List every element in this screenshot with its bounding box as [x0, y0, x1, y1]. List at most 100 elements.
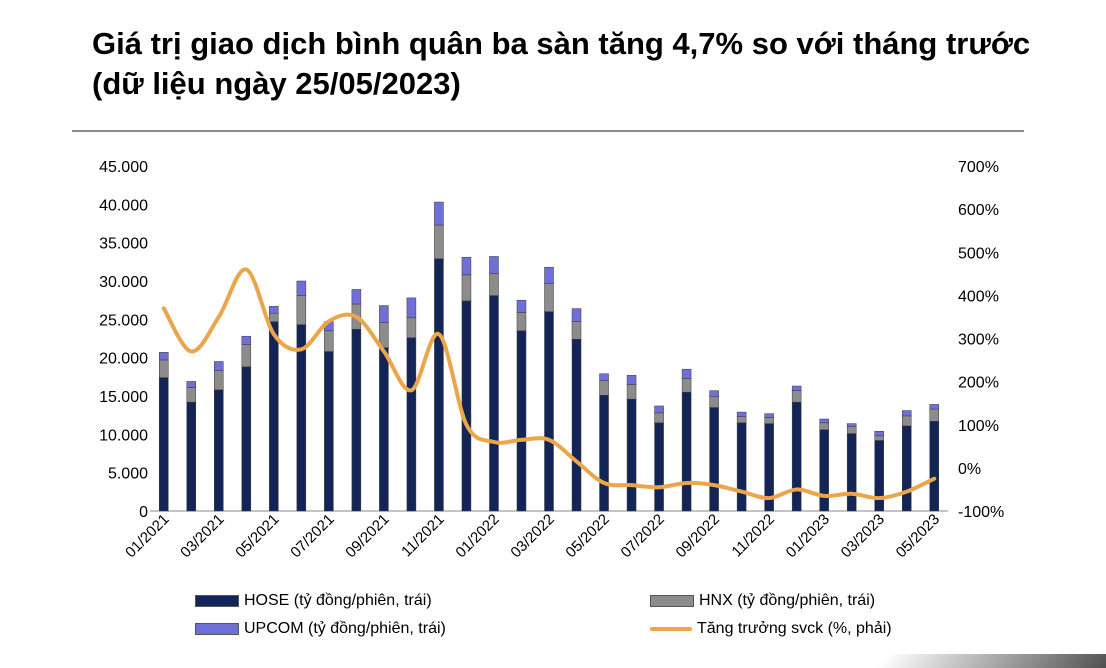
bar-hose — [571, 339, 582, 512]
bar-upcom — [296, 280, 307, 296]
x-tick-label: 09/2021 — [342, 511, 392, 561]
bar-upcom — [599, 373, 609, 381]
y-left-tick-label: 10.000 — [99, 427, 148, 444]
bar-hnx — [241, 344, 252, 368]
legend-item-hnx: HNX (tỷ đồng/phiên, trái) — [650, 591, 875, 611]
bar-hose — [324, 351, 334, 512]
y-right-tick-label: 400% — [958, 288, 999, 305]
bar-hnx — [186, 387, 197, 403]
legend-swatch-hose — [195, 595, 239, 607]
bar-hose — [296, 324, 307, 512]
bar-hose — [874, 440, 884, 512]
bar-hnx — [516, 312, 527, 332]
bar-hnx — [214, 370, 224, 391]
bar-upcom — [186, 381, 197, 388]
x-tick-label: 07/2022 — [618, 511, 668, 561]
bar-upcom — [351, 289, 362, 305]
bar-hnx — [819, 422, 829, 430]
bar-hnx — [709, 396, 719, 408]
bar-upcom — [709, 390, 719, 398]
bar-upcom — [681, 368, 692, 379]
bar-hose — [489, 295, 499, 512]
bar-upcom — [764, 413, 774, 418]
bar-hose — [736, 422, 747, 512]
bar-hnx — [269, 312, 279, 322]
bar-upcom — [379, 305, 389, 323]
bar-upcom — [846, 423, 857, 427]
bar-upcom — [544, 266, 554, 284]
bar-hose — [791, 401, 802, 512]
x-tick-label: 07/2021 — [287, 511, 337, 561]
bar-hose — [819, 429, 829, 512]
bar-upcom — [434, 201, 444, 226]
x-tick-label: 05/2023 — [893, 511, 943, 561]
y-left-tick-label: 30.000 — [99, 274, 148, 291]
bar-hnx — [544, 283, 554, 312]
bar-hnx — [791, 390, 802, 403]
x-tick-label: 09/2022 — [673, 511, 723, 561]
bar-hose — [929, 421, 939, 512]
legend-swatch-hnx — [650, 595, 694, 607]
bar-hose — [681, 391, 692, 512]
x-tick-label: 03/2022 — [507, 511, 557, 561]
growth-line — [161, 267, 937, 501]
y-right-tick-label: 200% — [958, 375, 999, 392]
bar-hose — [901, 425, 912, 512]
x-tick-label: 11/2021 — [398, 511, 448, 561]
y-left-tick-label: 20.000 — [99, 351, 148, 368]
y-right-tick-label: 100% — [958, 418, 999, 435]
bar-upcom — [159, 352, 169, 361]
bar-hnx — [626, 384, 637, 400]
bar-hnx — [434, 224, 444, 260]
y-right-tick-label: 600% — [958, 202, 999, 219]
bar-upcom — [489, 256, 499, 274]
bar-upcom — [736, 411, 747, 417]
bar-hnx — [846, 426, 857, 434]
bar-hnx — [736, 416, 747, 424]
bar-upcom — [516, 299, 527, 313]
title-divider — [72, 130, 1024, 132]
x-tick-label: 05/2021 — [232, 511, 282, 561]
legend-label-growth: Tăng trưởng svck (%, phải) — [697, 620, 892, 637]
chart-title: Giá trị giao dịch bình quân ba sàn tăng … — [92, 26, 1031, 101]
bar-hnx — [654, 412, 664, 424]
bar-hose — [544, 311, 554, 512]
bar-upcom — [654, 405, 664, 414]
y-left-tick-label: 0 — [139, 504, 148, 521]
x-tick-label: 03/2021 — [177, 511, 227, 561]
bar-hnx — [764, 417, 774, 424]
bar-upcom — [901, 410, 912, 417]
bar-upcom — [571, 308, 582, 322]
x-tick-label: 03/2023 — [838, 511, 888, 561]
bar-upcom — [819, 418, 829, 424]
y-left-tick-label: 25.000 — [99, 312, 148, 329]
bar-hnx — [159, 359, 169, 378]
x-tick-label: 11/2022 — [728, 511, 778, 561]
bar-hose — [516, 330, 527, 512]
y-left-tick-label: 15.000 — [99, 389, 148, 406]
x-tick-label: 01/2023 — [783, 511, 833, 561]
y-right-tick-label: 0% — [958, 461, 981, 478]
y-right-tick-label: 700% — [958, 159, 999, 176]
y-right-tick-label: -100% — [958, 504, 1004, 521]
bar-hose — [599, 394, 609, 512]
y-left-tick-label: 5.000 — [108, 466, 148, 483]
bar-hose — [241, 366, 252, 512]
y-left-tick-label: 40.000 — [99, 197, 148, 214]
legend-label-hose: HOSE (tỷ đồng/phiên, trái) — [244, 592, 432, 609]
bar-upcom — [461, 256, 472, 276]
bar-upcom — [791, 385, 802, 391]
bar-hnx — [461, 274, 472, 302]
bar-hnx — [599, 380, 609, 396]
legend-item-hose: HOSE (tỷ đồng/phiên, trái) — [195, 591, 432, 611]
legend-swatch-upcom — [195, 623, 239, 635]
bar-hose — [709, 407, 719, 512]
bar-hnx — [406, 317, 417, 338]
bar-hnx — [681, 378, 692, 393]
bar-hose — [461, 300, 472, 512]
y-left-tick-label: 45.000 — [99, 159, 148, 176]
bar-upcom — [406, 297, 417, 319]
bar-hose — [269, 321, 279, 512]
bar-hose — [434, 258, 444, 512]
